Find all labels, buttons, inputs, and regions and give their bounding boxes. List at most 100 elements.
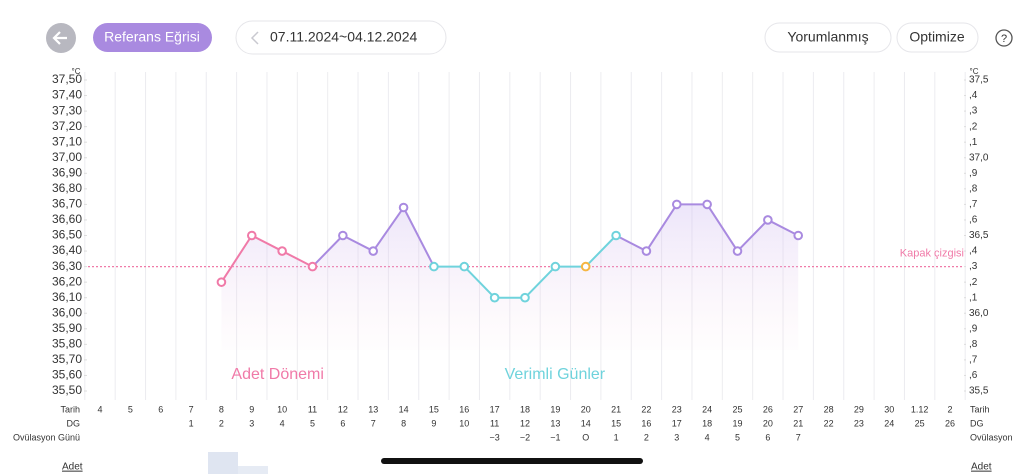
optimize-button[interactable] [896, 22, 979, 53]
y-tick-label: 36,70 [52, 197, 82, 211]
x-row-label: 8 [219, 404, 224, 414]
x-row-label: 18 [702, 418, 712, 428]
x-row-label: 17 [490, 404, 500, 414]
x-row-label: 17 [672, 418, 682, 428]
y-tick-label: 37,40 [52, 88, 82, 102]
y-tick-label: 36,50 [52, 228, 82, 242]
x-row-label: 1 [189, 418, 194, 428]
x-row-label: 24 [702, 404, 712, 414]
interpreted-button[interactable] [764, 22, 892, 53]
x-row-label: 29 [854, 404, 864, 414]
interpreted-label: Yorumlanmış [787, 29, 868, 45]
y2-tick-label: ,3 [969, 106, 978, 117]
y-tick-label: 37,30 [52, 103, 82, 117]
y2-tick-label: 37,5 [969, 75, 989, 86]
y2-tick-label: ,7 [969, 355, 978, 366]
help-button[interactable] [995, 29, 1013, 47]
x-row-label: 24 [884, 418, 894, 428]
x-row-label: 23 [854, 418, 864, 428]
row-label-right: Tarih [970, 404, 990, 414]
y2-unit: °C [970, 67, 979, 76]
point [398, 202, 409, 213]
x-row-label: 25 [732, 404, 742, 414]
x-row-label: 27 [793, 404, 803, 414]
x-row-label: 7 [189, 404, 194, 414]
x-row-label: 4 [97, 404, 102, 414]
x-row-label: 1 [614, 432, 619, 442]
tab-block [238, 466, 268, 474]
y-tick-label: 37,20 [52, 119, 82, 133]
point [246, 230, 257, 241]
x-row-label: 6 [765, 432, 770, 442]
y-unit: °C [72, 67, 81, 76]
point [580, 261, 591, 272]
x-row-label: 8 [401, 418, 406, 428]
line-segment [402, 207, 435, 268]
x-row-label: 1.12 [911, 404, 929, 414]
y2-tick-label: ,2 [969, 121, 978, 132]
home-indicator [381, 458, 643, 464]
x-row-label: 2 [947, 404, 952, 414]
x-row-label: 25 [915, 418, 925, 428]
x-row-label: 6 [340, 418, 345, 428]
x-row-label: 19 [732, 418, 742, 428]
x-row-label: 7 [371, 418, 376, 428]
y-tick-label: 36,60 [52, 212, 82, 226]
line-segment [615, 234, 647, 252]
line-segment [524, 265, 557, 299]
y-tick-label: 36,80 [52, 181, 82, 195]
line-segment [736, 219, 769, 252]
x-row-label: 18 [520, 404, 530, 414]
x-row-label: O [582, 432, 589, 442]
y-tick-label: 36,40 [52, 243, 82, 257]
reference-label: Referans Eğrisi [104, 29, 200, 45]
y-tick-label: 37,50 [52, 72, 82, 86]
right-tab[interactable]: Adet [971, 462, 992, 473]
y2-tick-label: 36,5 [969, 230, 989, 241]
x-row-label: 22 [824, 418, 834, 428]
y-tick-label: 36,90 [52, 165, 82, 179]
reference-button[interactable] [93, 23, 212, 52]
point [732, 246, 743, 256]
point [550, 261, 561, 272]
y-tick-label: 37,00 [52, 150, 82, 164]
x-row-label: 5 [735, 432, 740, 442]
x-row-label: 4 [280, 418, 285, 428]
x-row-label: 11 [490, 418, 499, 428]
x-row-label: 16 [459, 404, 469, 414]
y2-tick-label: 37,0 [969, 152, 989, 163]
y-tick-label: 36,10 [52, 290, 82, 304]
row-label-left: DG [67, 418, 81, 428]
x-row-label: 13 [368, 404, 378, 414]
y-tick-label: 37,10 [52, 134, 82, 148]
y2-tick-label: ,9 [969, 323, 978, 334]
x-row-label: 30 [884, 404, 894, 414]
row-label-right: DG [970, 418, 984, 428]
y2-tick-label: ,3 [969, 261, 978, 272]
annotation: Adet Dönemi [231, 366, 324, 383]
x-row-label: 5 [128, 404, 133, 414]
y-tick-label: 35,60 [52, 368, 82, 382]
x-row-label: 21 [793, 418, 803, 428]
line-segment [220, 234, 253, 283]
point [216, 277, 227, 287]
y2-tick-label: ,1 [969, 137, 978, 148]
x-row-label: 14 [581, 418, 591, 428]
x-row-label: 2 [644, 432, 649, 442]
x-row-label: 28 [824, 404, 834, 414]
left-tab[interactable]: Adet [62, 462, 83, 473]
date-range-pill[interactable] [235, 20, 447, 55]
row-label-left: Tarih [60, 404, 80, 414]
point [277, 246, 287, 256]
x-row-label: 16 [641, 418, 651, 428]
point [338, 230, 348, 241]
x-row-label: 14 [399, 404, 409, 414]
point [793, 230, 804, 241]
y2-tick-label: 36,0 [969, 308, 989, 319]
x-row-label: 22 [641, 404, 651, 414]
y2-tick-label: ,4 [969, 246, 978, 257]
line-segment [645, 203, 678, 252]
annotation: Verimli Günler [505, 366, 606, 383]
x-row-label: −3 [490, 432, 500, 442]
x-row-label: −1 [550, 432, 560, 442]
